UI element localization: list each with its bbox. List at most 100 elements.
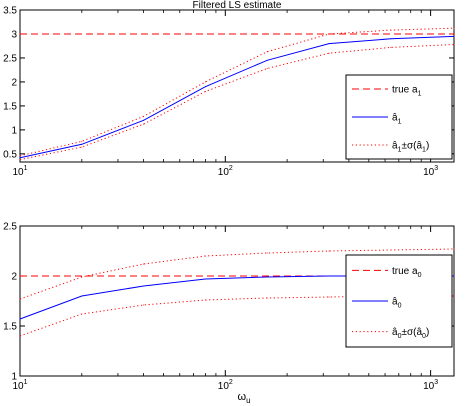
legend-label-tail: )	[426, 327, 429, 338]
legend-label: â	[392, 327, 398, 338]
data-point-bound	[143, 263, 145, 265]
y-tick-label: 2	[11, 272, 17, 283]
legend-label: â	[392, 141, 398, 152]
x-tick-label-exponent: 1	[24, 379, 28, 386]
legend-subscript: 0	[398, 333, 402, 340]
data-point-estimate	[328, 43, 330, 45]
x-tick-label-base: 10	[12, 167, 24, 178]
data-point-estimate	[266, 59, 268, 61]
data-point-bound	[453, 27, 455, 29]
data-point-true	[19, 33, 21, 35]
legend-subscript: 1	[398, 119, 402, 126]
data-point-bound	[81, 140, 83, 142]
y-tick-label: 2.5	[3, 53, 17, 64]
data-point-bound	[328, 296, 330, 298]
data-point-bound	[328, 250, 330, 252]
legend-entry-true: true a1	[392, 85, 422, 98]
data-point-bound	[143, 123, 145, 125]
y-tick-label: 3	[11, 29, 17, 40]
series-line-bound	[19, 44, 455, 161]
data-point-bound	[204, 81, 206, 83]
data-point-bound	[266, 51, 268, 53]
legend-label: â	[392, 113, 398, 124]
data-point-estimate	[143, 119, 145, 121]
data-point-bound	[266, 297, 268, 299]
data-point-bound	[390, 249, 392, 251]
data-point-estimate	[143, 285, 145, 287]
x-tick-label: 101	[12, 379, 27, 392]
legend-entry-estimate: â1	[392, 113, 402, 126]
data-point-bound	[81, 146, 83, 148]
x-tick-label-base: 10	[423, 381, 435, 392]
data-point-true	[19, 275, 21, 277]
chart-title: Filtered LS estimate	[193, 0, 282, 11]
x-tick-label-exponent: 1	[24, 165, 28, 172]
legend-label-mid: ±σ(â	[401, 327, 422, 338]
legend-entry-bound: â0±σ(â0)	[392, 327, 429, 340]
x-axis-label-sub: u	[246, 396, 250, 405]
x-tick-label-base: 10	[218, 381, 230, 392]
legend-label-tail: )	[426, 141, 429, 152]
data-point-bound	[453, 248, 455, 250]
data-point-estimate	[453, 35, 455, 37]
data-point-bound	[143, 115, 145, 117]
data-point-bound	[266, 252, 268, 254]
x-tick-label: 102	[218, 379, 233, 392]
data-point-bound	[204, 255, 206, 257]
legend-subscript: 1	[422, 147, 426, 154]
data-point-true	[453, 33, 455, 35]
data-point-bound	[143, 304, 145, 306]
x-tick-label-exponent: 3	[434, 379, 438, 386]
x-tick-label: 103	[423, 165, 438, 178]
legend-subscript: 1	[398, 147, 402, 154]
series-line-estimate	[19, 35, 455, 159]
legend-label: true a	[392, 266, 418, 277]
data-point-estimate	[19, 157, 21, 159]
x-tick-label-exponent: 2	[229, 165, 233, 172]
data-point-bound	[390, 46, 392, 48]
data-point-bound	[81, 313, 83, 315]
legend-subscript: 0	[398, 303, 402, 310]
legend-subscript: 0	[422, 333, 426, 340]
y-tick-label: 1.5	[3, 322, 17, 333]
series-line-bound	[19, 248, 455, 300]
data-point-bound	[453, 44, 455, 46]
data-point-bound	[328, 33, 330, 35]
data-point-bound	[19, 298, 21, 300]
legend-subscript: 0	[418, 272, 422, 279]
data-point-estimate	[390, 38, 392, 40]
x-tick-label: 101	[12, 165, 27, 178]
x-tick-label: 103	[423, 379, 438, 392]
data-point-bound	[328, 52, 330, 54]
legend-entry-true: true a0	[392, 266, 422, 279]
legend-label: â	[392, 297, 398, 308]
data-point-estimate	[81, 143, 83, 145]
y-tick-label: 1	[11, 125, 17, 136]
x-axis-label-main: ω	[237, 391, 246, 403]
y-tick-label: 1	[11, 372, 17, 383]
legend-label-mid: ±σ(â	[401, 141, 422, 152]
legend-entry-bound: â1±σ(â1)	[392, 141, 429, 154]
data-point-estimate	[328, 275, 330, 277]
data-point-bound	[19, 335, 21, 337]
y-tick-label: 0.5	[3, 149, 17, 160]
x-tick-label-exponent: 2	[229, 379, 233, 386]
data-point-estimate	[81, 295, 83, 297]
data-point-bound	[19, 159, 21, 161]
data-point-bound	[266, 67, 268, 69]
legend-entry-estimate: â0	[392, 297, 402, 310]
data-point-estimate	[204, 86, 206, 88]
data-point-estimate	[266, 276, 268, 278]
data-point-estimate	[453, 275, 455, 277]
data-point-bound	[204, 299, 206, 301]
y-tick-label: 3.5	[3, 6, 17, 17]
data-point-bound	[19, 155, 21, 157]
x-axis-label: ωu	[237, 391, 250, 405]
y-tick-label: 2.5	[3, 222, 17, 233]
data-point-bound	[390, 29, 392, 31]
x-tick-label-base: 10	[218, 167, 230, 178]
x-tick-label: 102	[218, 165, 233, 178]
x-tick-label-exponent: 3	[434, 165, 438, 172]
